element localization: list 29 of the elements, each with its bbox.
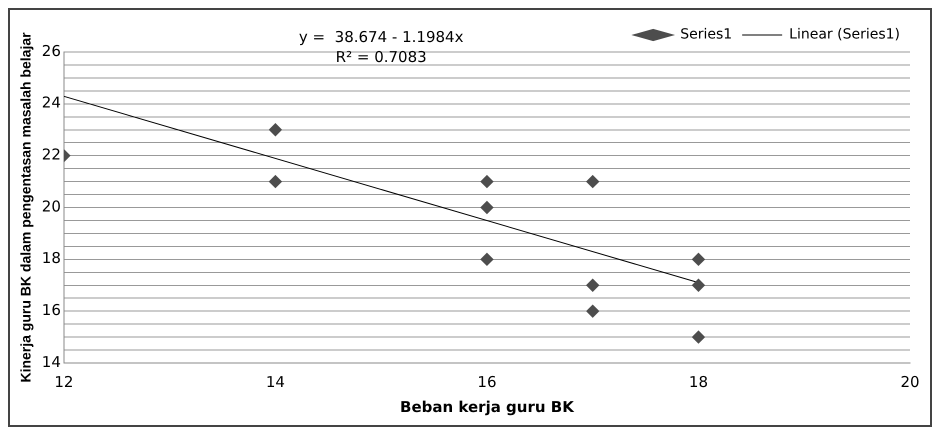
text: y = 38.674 - 1.1984x bbox=[298, 28, 464, 46]
x-tick-label: 20 bbox=[900, 372, 920, 391]
point bbox=[586, 175, 600, 188]
y-tick-label: 22 bbox=[42, 146, 61, 164]
x-axis-title: Beban kerja guru BK bbox=[400, 398, 576, 416]
point bbox=[480, 175, 494, 188]
y-tick-label: 20 bbox=[42, 197, 61, 216]
y-tick-label: 16 bbox=[42, 301, 61, 320]
x-tick-label: 14 bbox=[266, 372, 285, 391]
point bbox=[692, 330, 705, 344]
y-tick-label: 14 bbox=[42, 352, 61, 371]
y-tick-label: 24 bbox=[42, 94, 61, 112]
y-axis-title: Kinerja guru BK dalam pengentasan masalah belajar bbox=[17, 32, 34, 383]
y-tick-label: 26 bbox=[42, 42, 61, 60]
point bbox=[268, 175, 282, 188]
x-tick-label: 16 bbox=[477, 372, 496, 391]
x-tick-label: 12 bbox=[54, 372, 74, 391]
point bbox=[586, 304, 600, 318]
point bbox=[692, 278, 705, 292]
point bbox=[268, 123, 282, 136]
point bbox=[586, 278, 600, 292]
legend-label: Linear (Series1) bbox=[789, 26, 900, 43]
legend-label: Series1 bbox=[680, 26, 732, 43]
point bbox=[480, 201, 494, 214]
y-tick-label: 18 bbox=[42, 249, 61, 268]
point bbox=[692, 252, 705, 266]
annotation: R² = 0.7083 bbox=[336, 48, 427, 66]
point bbox=[480, 252, 494, 266]
x-tick-label: 18 bbox=[688, 372, 708, 391]
